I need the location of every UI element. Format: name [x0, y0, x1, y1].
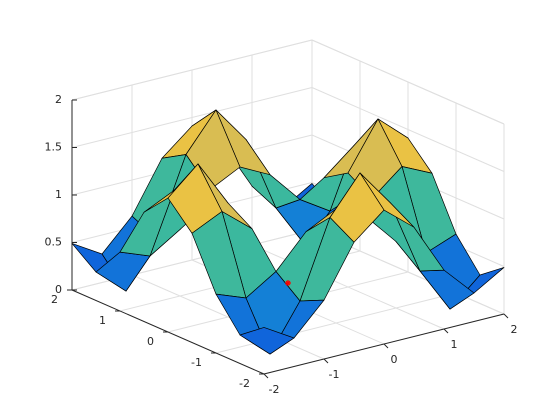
x-tick — [263, 373, 269, 379]
x-tick-label: 1 — [451, 338, 458, 351]
x-tick-label: -2 — [269, 383, 280, 396]
grid-line — [311, 39, 505, 125]
x-tick — [323, 358, 329, 364]
y-tick-label: -1 — [191, 356, 202, 369]
z-tick-label: 2 — [55, 93, 62, 106]
grid-line — [311, 87, 505, 172]
x-tick-label: 2 — [511, 323, 518, 336]
x-tick-label: -1 — [329, 368, 340, 381]
x-tick — [443, 328, 449, 334]
y-tick-label: 2 — [51, 293, 58, 306]
y-tick-label: -2 — [239, 377, 250, 390]
y-tick-label: 0 — [147, 335, 154, 348]
z-tick-label: 1 — [55, 188, 62, 201]
grid-line — [71, 39, 313, 101]
grid-line — [71, 87, 313, 148]
y-tick-label: 1 — [99, 314, 106, 327]
z-tick-label: 0.5 — [45, 236, 63, 249]
x-tick — [383, 343, 389, 349]
marker — [285, 280, 291, 286]
x-tick — [503, 313, 509, 319]
surface-patch — [239, 327, 295, 355]
x-tick-label: 0 — [391, 353, 398, 366]
z-tick-label: 0 — [55, 283, 62, 296]
z-tick-label: 1.5 — [45, 141, 63, 154]
